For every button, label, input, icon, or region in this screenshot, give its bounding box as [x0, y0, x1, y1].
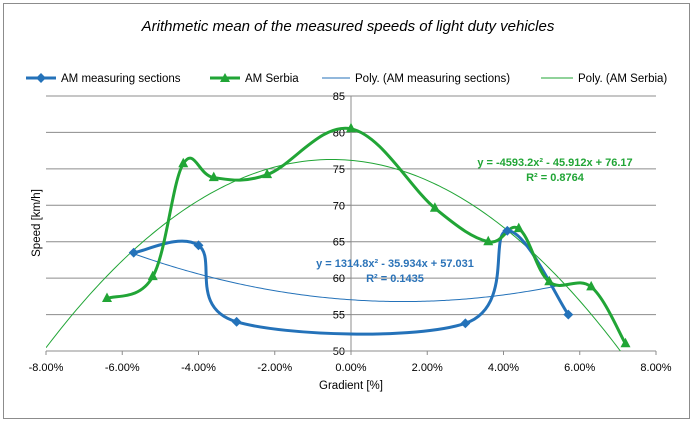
- data-point-am-serbia: [586, 280, 597, 291]
- legend-label-poly-am-measuring-sections: Poly. (AM measuring sections): [355, 73, 510, 85]
- legend-label-am-measuring-sections: AM measuring sections: [61, 73, 181, 85]
- x-tick-label: 0.00%: [335, 362, 366, 374]
- legend-marker-diamond: [36, 73, 46, 83]
- trendline-r-squared-am-measuring-sections: R² = 0.1435: [366, 273, 424, 285]
- data-point-am-serbia: [208, 171, 219, 182]
- data-point-am-measuring-sections: [563, 309, 574, 320]
- y-axis-label: Speed [km/h]: [31, 189, 43, 257]
- y-tick-label: 60: [333, 273, 345, 285]
- x-tick-label: -2.00%: [257, 362, 292, 374]
- y-tick-label: 85: [333, 91, 345, 103]
- data-point-am-serbia: [483, 235, 494, 246]
- y-tick-label: 55: [333, 310, 345, 322]
- data-point-am-serbia: [346, 122, 356, 133]
- x-tick-label: 8.00%: [640, 362, 671, 374]
- trendline-equation-am-measuring-sections: y = 1314.8x² - 35.934x + 57.031: [316, 258, 474, 270]
- x-axis-label: Gradient [%]: [319, 380, 383, 392]
- x-tick-label: 4.00%: [488, 362, 519, 374]
- data-point-am-serbia: [262, 168, 273, 179]
- x-tick-label: -4.00%: [181, 362, 216, 374]
- y-tick-label: 65: [333, 237, 345, 249]
- x-tick-label: 2.00%: [412, 362, 443, 374]
- data-point-am-serbia: [544, 275, 555, 286]
- trendline-am-serbia: [46, 158, 621, 351]
- legend-marker-triangle: [220, 73, 230, 82]
- data-point-am-serbia: [620, 337, 631, 348]
- data-point-am-measuring-sections: [128, 247, 139, 258]
- legend-label-am-serbia: AM Serbia: [245, 73, 299, 85]
- x-tick-label: -8.00%: [29, 362, 64, 374]
- x-tick-label: 6.00%: [564, 362, 595, 374]
- markers: [102, 122, 631, 348]
- y-tick-label: 50: [333, 346, 345, 358]
- trendline-equation-am-serbia: y = -4593.2x² - 45.912x + 76.17: [477, 157, 632, 169]
- data-point-am-serbia: [429, 202, 440, 212]
- data-point-am-serbia: [147, 270, 158, 281]
- legend-label-poly-am-serbia: Poly. (AM Serbia): [578, 73, 667, 85]
- data-point-am-measuring-sections: [502, 225, 513, 236]
- trendline-r-squared-am-serbia: R² = 0.8764: [526, 172, 585, 184]
- chart-frame: [3, 3, 690, 419]
- data-point-am-measuring-sections: [231, 316, 242, 327]
- data-point-am-serbia: [178, 157, 189, 168]
- data-point-am-serbia: [102, 292, 112, 303]
- data-point-am-serbia: [513, 222, 524, 233]
- data-point-am-measuring-sections: [193, 240, 204, 251]
- y-tick-label: 70: [333, 200, 345, 212]
- data-point-am-measuring-sections: [460, 318, 471, 329]
- chart-title: Arithmetic mean of the measured speeds o…: [141, 18, 555, 35]
- x-tick-label: -6.00%: [105, 362, 140, 374]
- legend: AM measuring sections AM Serbia Poly. (A…: [26, 73, 667, 85]
- y-tick-label: 75: [333, 164, 345, 176]
